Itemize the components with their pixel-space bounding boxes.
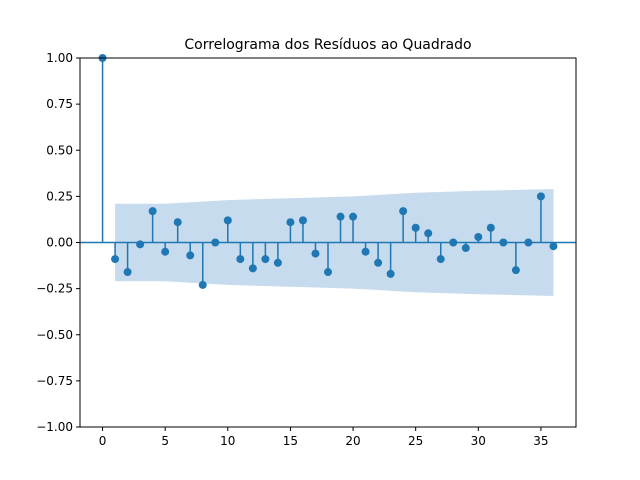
acf-point-lag-4 (148, 207, 157, 216)
acf-point-lag-12 (248, 264, 257, 273)
acf-point-lag-3 (136, 240, 145, 249)
acf-point-lag-16 (298, 216, 307, 225)
acf-point-lag-13 (261, 255, 270, 264)
acf-point-lag-27 (436, 255, 445, 264)
acf-point-lag-17 (311, 249, 320, 258)
acf-point-lag-2 (123, 268, 132, 277)
x-axis-ticks: 0 5 10 15 20 25 30 35 (99, 427, 549, 448)
chart-title: Correlograma dos Resíduos ao Quadrado (184, 37, 471, 53)
acf-point-lag-28 (449, 238, 458, 247)
acf-point-lag-36 (549, 242, 558, 251)
x-tick-label: 15 (283, 434, 298, 448)
acf-point-lag-35 (536, 192, 545, 201)
x-tick-label: 0 (99, 434, 107, 448)
acf-point-lag-25 (411, 223, 420, 232)
acf-point-lag-29 (461, 244, 470, 253)
acf-point-lag-14 (273, 258, 282, 267)
acf-point-lag-18 (324, 268, 332, 277)
acf-point-lag-30 (474, 232, 483, 241)
acf-point-lag-7 (186, 251, 195, 260)
acf-point-lag-5 (161, 247, 170, 256)
markers-layer (98, 54, 558, 289)
acf-point-lag-11 (236, 255, 245, 264)
acf-point-lag-24 (399, 207, 408, 216)
acf-point-lag-6 (173, 218, 182, 227)
acf-point-lag-10 (223, 216, 232, 225)
acf-point-lag-34 (524, 238, 533, 247)
y-tick-label: 0.75 (46, 97, 73, 111)
y-tick-label: −0.25 (36, 282, 73, 296)
y-tick-label: −1.00 (36, 420, 73, 434)
acf-point-lag-21 (361, 247, 370, 256)
y-tick-label: 0.00 (46, 236, 73, 250)
y-tick-label: 0.50 (46, 143, 73, 157)
x-tick-label: 30 (471, 434, 486, 448)
y-tick-label: −0.75 (36, 374, 73, 388)
acf-point-lag-33 (511, 266, 520, 275)
acf-point-lag-31 (486, 223, 495, 232)
acf-point-lag-22 (374, 258, 383, 267)
acf-point-lag-9 (211, 238, 220, 247)
x-tick-label: 10 (220, 434, 235, 448)
acf-point-lag-15 (286, 218, 295, 227)
y-axis-ticks: −1.00 −0.75 −0.50 −0.25 0.00 0.25 0.50 0.75 1.00 (36, 51, 80, 434)
x-tick-label: 35 (533, 434, 548, 448)
y-tick-label: −0.50 (36, 328, 73, 342)
x-tick-label: 20 (345, 434, 360, 448)
acf-point-lag-23 (386, 269, 395, 278)
x-tick-label: 25 (408, 434, 423, 448)
acf-point-lag-1 (111, 255, 120, 264)
acf-point-lag-19 (336, 212, 345, 221)
acf-point-lag-20 (349, 212, 358, 221)
acf-point-lag-8 (198, 280, 207, 289)
y-tick-label: 1.00 (46, 51, 73, 65)
x-tick-label: 5 (161, 434, 169, 448)
acf-point-lag-26 (424, 229, 433, 238)
acf-point-lag-32 (499, 238, 508, 247)
y-tick-label: 0.25 (46, 189, 73, 203)
